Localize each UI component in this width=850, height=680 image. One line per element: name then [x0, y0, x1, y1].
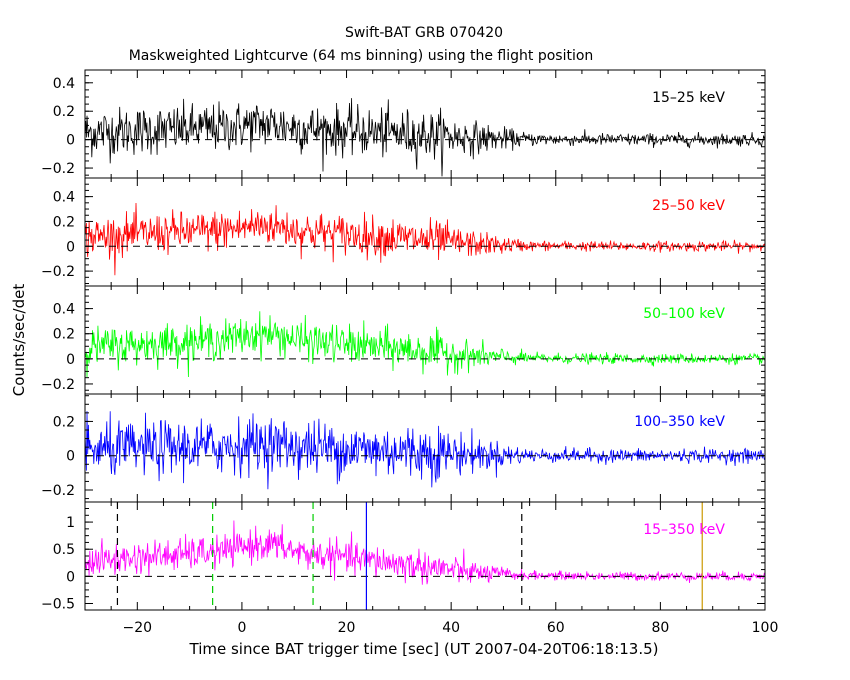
y-tick-label: 0.4	[53, 190, 75, 206]
panel-3: −0.2 0 0.2 0.4 50–100 keV	[41, 285, 766, 395]
panels-group: −0.2 0 0.2 0.4 15–25 keV −0.2 0 0.2 0.4 25–50 keV…	[41, 69, 779, 636]
y-tick-label: 0.2	[53, 104, 75, 120]
x-tick-label: 40	[442, 620, 460, 636]
chart-subtitle: Maskweighted Lightcurve (64 ms binning) …	[129, 48, 594, 64]
y-tick-label: 0.2	[53, 214, 75, 230]
chart-title: Swift-BAT GRB 070420	[345, 25, 503, 41]
y-tick-label: 0.2	[53, 327, 75, 343]
y-tick-label: 0	[66, 133, 75, 149]
y-tick-label: 0.5	[53, 542, 75, 558]
y-tick-label: 0.4	[53, 76, 75, 92]
y-tick-label: 0	[66, 449, 75, 465]
band-label: 15–25 keV	[652, 90, 725, 106]
panel-frame	[84, 69, 766, 179]
x-axis-title: Time since BAT trigger time [sec] (UT 20…	[189, 640, 659, 658]
panel-2: −0.2 0 0.2 0.4 25–50 keV	[41, 177, 766, 287]
y-tick-label: −0.2	[41, 161, 75, 177]
y-axis-title: Counts/sec/det	[10, 284, 28, 397]
y-tick-label: −0.2	[41, 377, 75, 393]
y-tick-label: −0.2	[41, 483, 75, 499]
panel-frame	[84, 285, 766, 395]
panel-5: −0.5 0 0.5 1 15–350 keV	[41, 501, 766, 612]
x-tick-label: 20	[338, 620, 356, 636]
band-label: 15–350 keV	[643, 522, 725, 538]
panel-1: −0.2 0 0.2 0.4 15–25 keV	[41, 69, 766, 179]
y-tick-label: 1	[66, 515, 75, 531]
band-label: 50–100 keV	[643, 306, 725, 322]
x-tick-label: 60	[547, 620, 565, 636]
y-tick-label: 0	[66, 569, 75, 585]
x-tick-label: −20	[123, 620, 153, 636]
x-tick-label: 80	[651, 620, 669, 636]
series-15-350-keV	[84, 520, 766, 585]
series-15-25-keV	[84, 98, 766, 177]
band-label: 100–350 keV	[634, 414, 725, 430]
panel-4: −0.2 0 0.2 100–350 keV	[41, 393, 766, 503]
x-tick-label: 0	[237, 620, 246, 636]
band-label: 25–50 keV	[652, 198, 725, 214]
y-tick-label: −0.5	[41, 596, 75, 612]
series-50-100-keV	[84, 311, 766, 378]
y-tick-label: 0	[66, 352, 75, 368]
y-tick-label: 0.4	[53, 302, 75, 318]
y-tick-label: 0.2	[53, 414, 75, 430]
x-tick-label: 100	[752, 620, 779, 636]
y-tick-label: 0	[66, 239, 75, 255]
y-tick-label: −0.2	[41, 264, 75, 280]
panel-frame	[84, 177, 766, 287]
series-100-350-keV	[84, 411, 766, 490]
